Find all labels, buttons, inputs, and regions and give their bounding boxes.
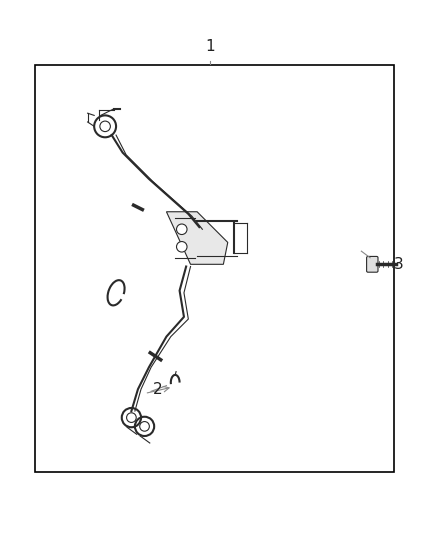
Text: 1: 1 — [205, 39, 215, 54]
Text: 2: 2 — [153, 382, 162, 397]
Polygon shape — [166, 212, 228, 264]
FancyBboxPatch shape — [367, 256, 378, 272]
Circle shape — [177, 224, 187, 235]
Circle shape — [177, 241, 187, 252]
Bar — [35, 65, 394, 472]
Text: 3: 3 — [394, 257, 403, 272]
